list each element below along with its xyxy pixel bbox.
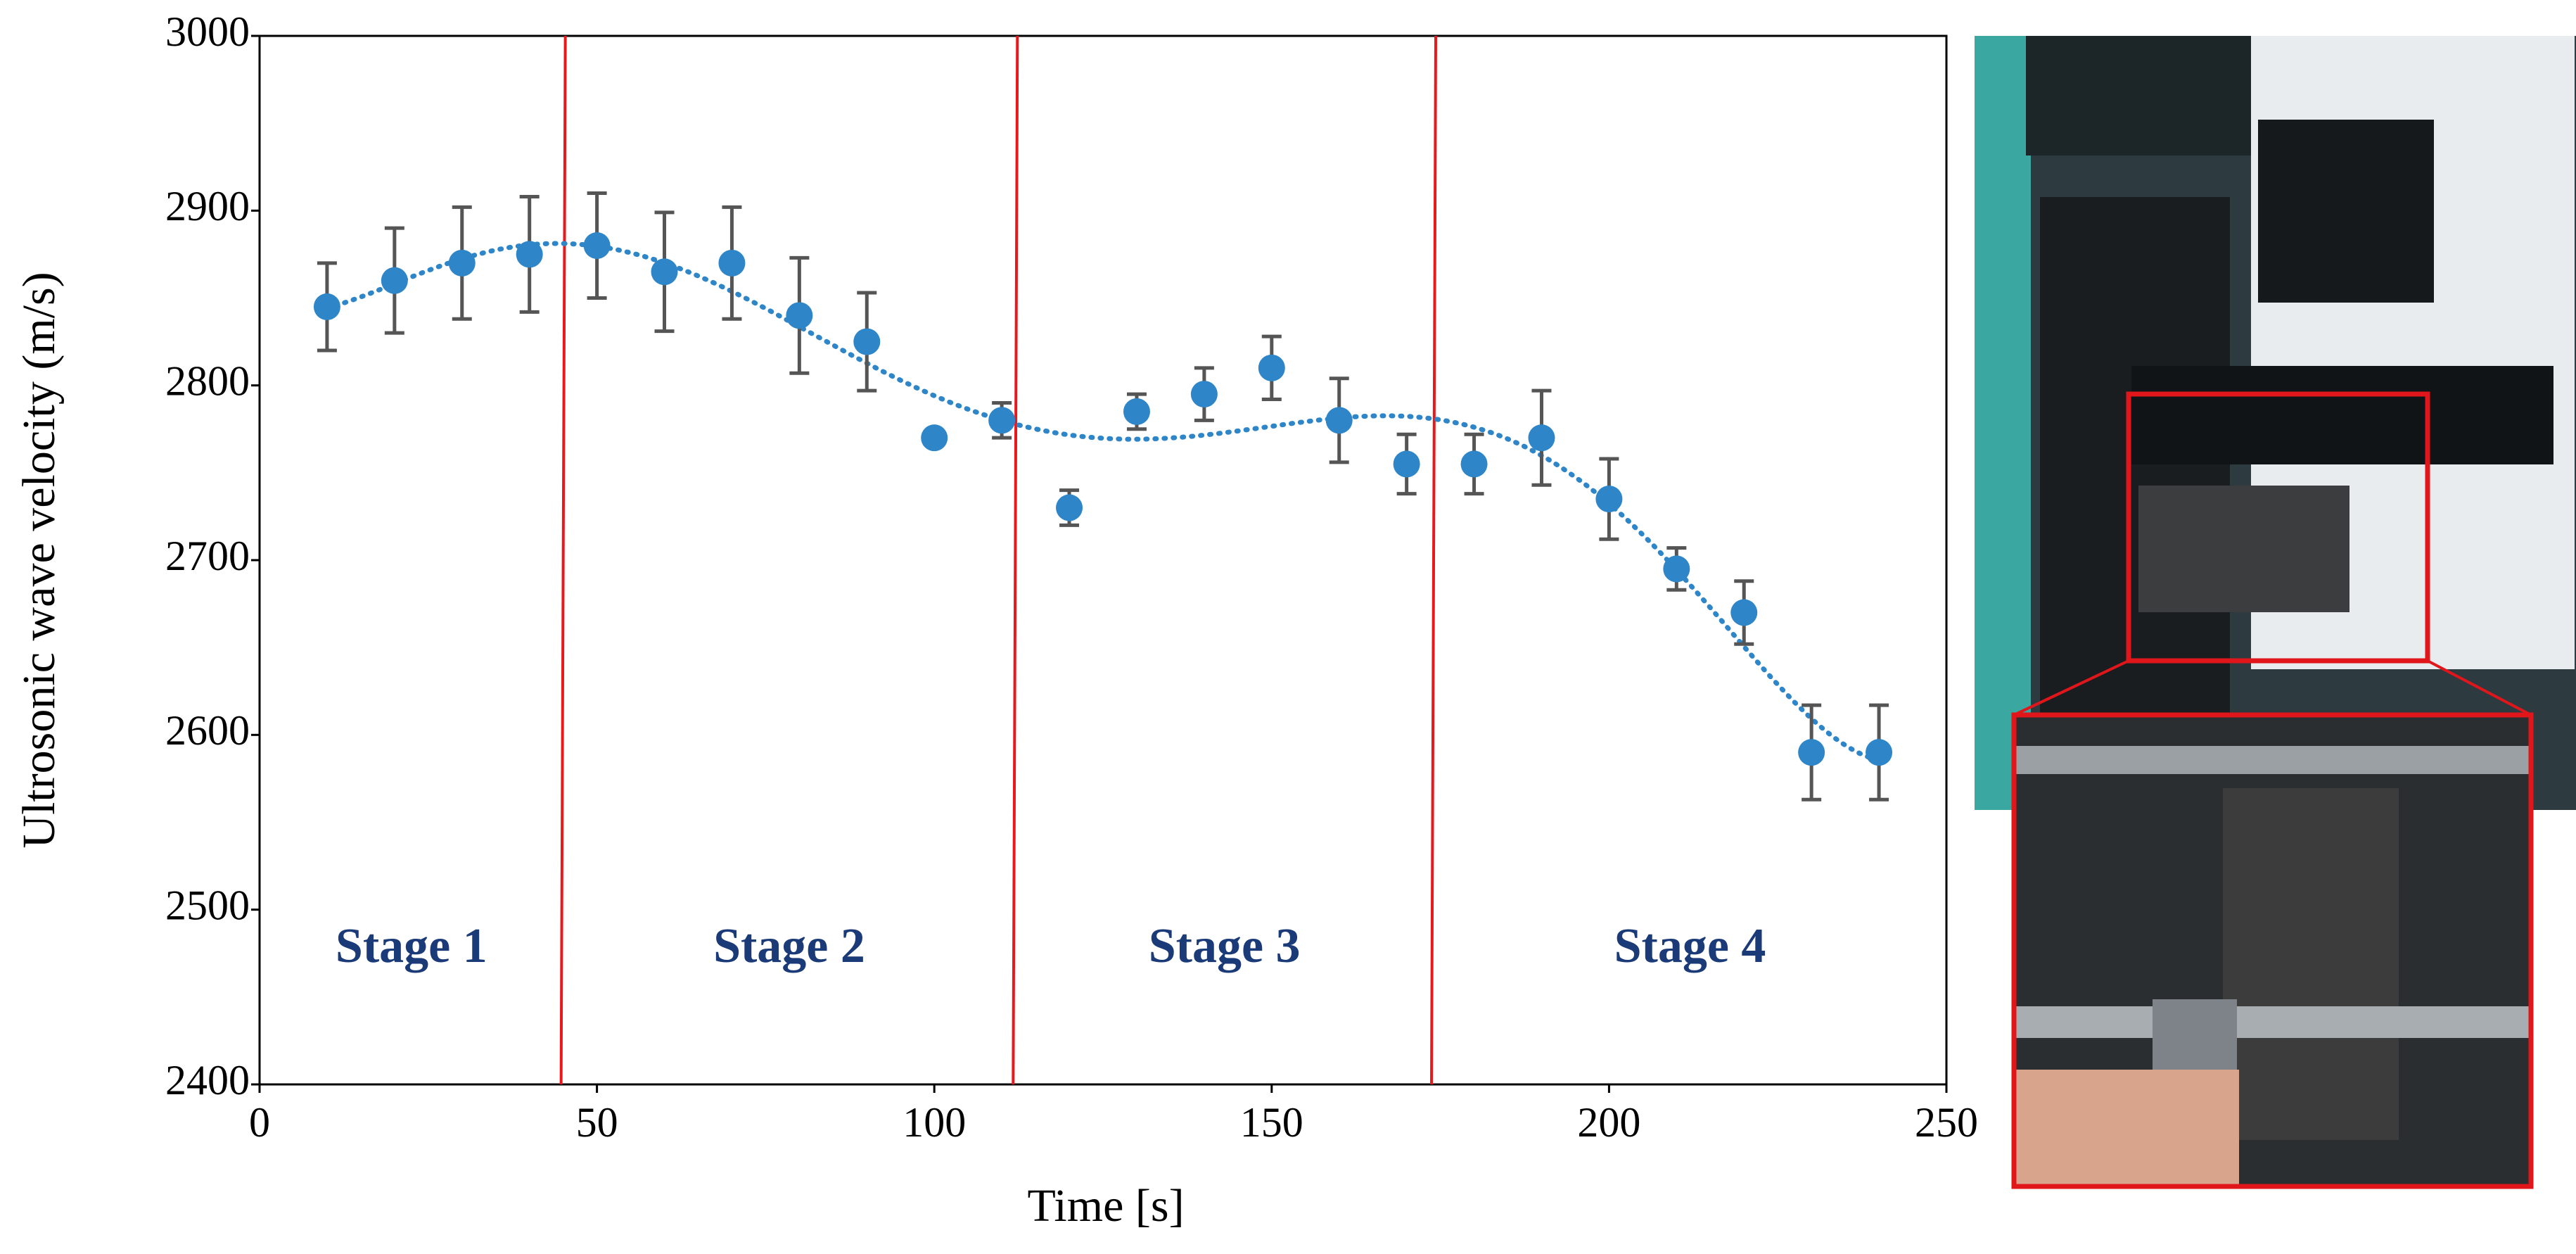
data-point <box>921 424 948 452</box>
photo-beam <box>2131 366 2553 464</box>
stage-label: Stage 3 <box>1149 919 1301 973</box>
data-point <box>1123 398 1150 425</box>
photo-rod <box>2014 1006 2531 1038</box>
zoom-line <box>2427 659 2532 716</box>
photo-rod <box>2014 746 2531 774</box>
data-point <box>1325 407 1353 434</box>
data-point <box>1460 450 1488 478</box>
data-point <box>988 407 1016 434</box>
y-tick-label: 2900 <box>165 183 250 229</box>
data-point <box>313 293 340 320</box>
photo-hand <box>2014 1070 2239 1186</box>
data-point <box>1528 424 1555 452</box>
inset-frame <box>2011 712 2534 1189</box>
trendline <box>324 241 1882 763</box>
y-tick-label: 2400 <box>165 1057 250 1103</box>
x-tick-label: 200 <box>1577 1099 1640 1146</box>
photo-wall <box>1975 36 2031 810</box>
data-point <box>1663 555 1690 583</box>
data-point <box>583 232 611 259</box>
photo-piston <box>2258 120 2434 303</box>
data-point <box>718 249 746 277</box>
x-tick-label: 50 <box>576 1099 618 1146</box>
data-point <box>853 328 881 355</box>
data-point <box>1866 739 1893 766</box>
stage-label: Stage 1 <box>336 919 487 973</box>
stage-boundary <box>559 35 567 1085</box>
stage-boundary <box>1012 35 1019 1085</box>
data-point <box>516 241 543 268</box>
x-tick-label: 0 <box>249 1099 270 1146</box>
zoom-line <box>2013 659 2129 716</box>
photo-specimen-close <box>2223 788 2399 1140</box>
y-tick-label: 2700 <box>165 533 250 579</box>
highlight-box <box>2126 391 2430 664</box>
y-tick-label: 3000 <box>165 8 250 55</box>
data-point <box>1258 354 1285 381</box>
data-point <box>381 267 408 294</box>
y-tick-label: 2800 <box>165 357 250 404</box>
data-point <box>1056 494 1083 521</box>
stage-label: Stage 2 <box>713 919 865 973</box>
y-tick-label: 2500 <box>165 882 250 928</box>
photo-group <box>1975 36 2576 1189</box>
data-point <box>1798 739 1825 766</box>
data-point <box>1730 599 1758 626</box>
stage-label: Stage 4 <box>1614 919 1766 973</box>
y-tick-label: 2600 <box>165 707 250 754</box>
y-axis-title: Ultrosonic wave velocity (m/s) <box>13 272 65 848</box>
data-point <box>448 249 476 277</box>
data-point <box>1190 381 1218 408</box>
data-point <box>1595 486 1623 513</box>
data-point <box>651 258 678 286</box>
x-axis-title: Time [s] <box>1027 1180 1184 1231</box>
x-tick-label: 250 <box>1915 1099 1978 1146</box>
x-tick-label: 150 <box>1240 1099 1303 1146</box>
data-point <box>786 302 813 329</box>
stage-boundary <box>1430 35 1438 1085</box>
photo-specimen <box>2138 486 2349 612</box>
data-point <box>1393 450 1420 478</box>
x-tick-label: 100 <box>903 1099 966 1146</box>
